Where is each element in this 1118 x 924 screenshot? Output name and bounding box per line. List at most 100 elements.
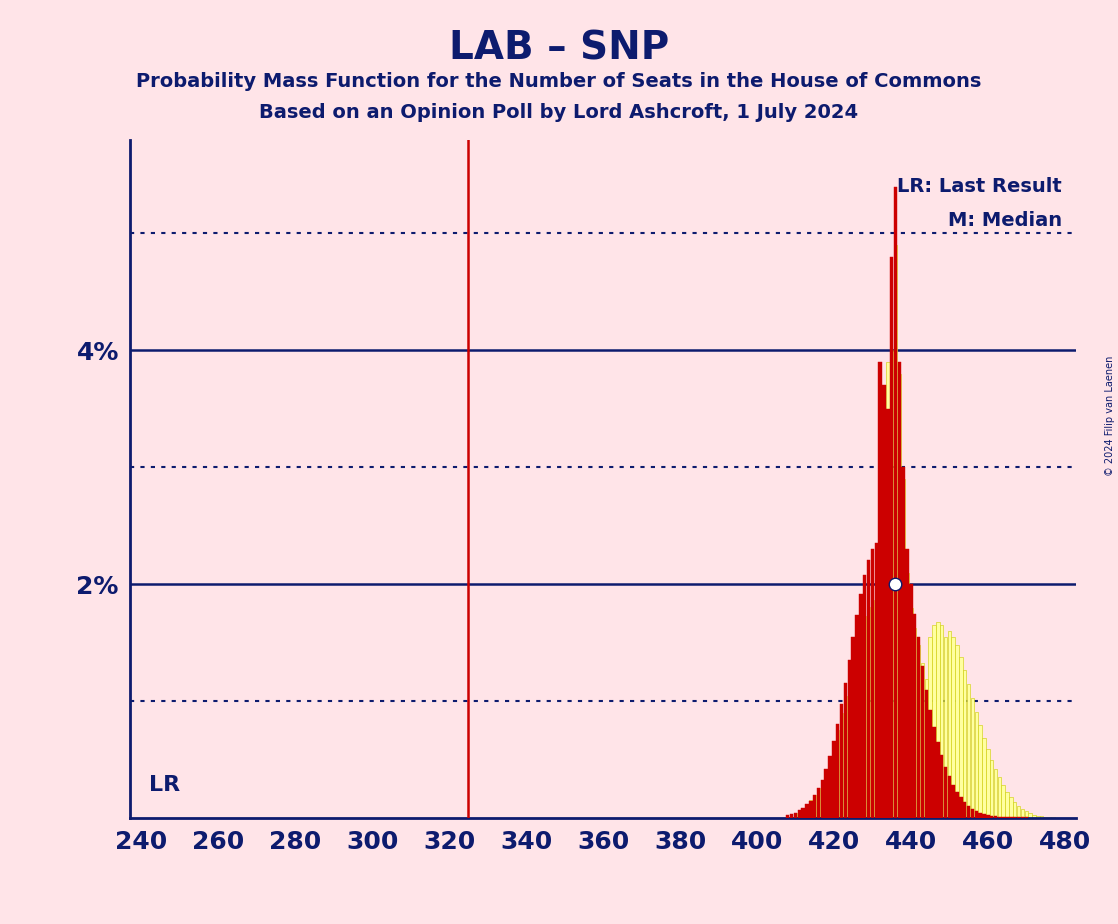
Bar <box>940 755 944 819</box>
Bar <box>963 802 966 819</box>
Bar <box>944 637 947 819</box>
Bar <box>817 788 821 819</box>
Bar <box>1010 797 1013 819</box>
Bar <box>1005 818 1008 819</box>
Bar <box>948 631 951 819</box>
Bar <box>871 549 874 819</box>
Bar <box>1002 818 1005 819</box>
Bar <box>944 767 947 819</box>
Bar <box>824 771 828 819</box>
Bar <box>1044 818 1048 819</box>
Bar <box>975 712 978 819</box>
Bar <box>794 812 797 819</box>
Bar <box>821 780 824 819</box>
Bar <box>836 723 840 819</box>
Text: M: Median: M: Median <box>948 211 1062 230</box>
Bar <box>898 374 901 819</box>
Bar <box>802 808 805 819</box>
Bar <box>951 637 955 819</box>
Bar <box>821 780 824 819</box>
Bar <box>866 607 870 819</box>
Bar <box>1013 818 1016 819</box>
Bar <box>882 604 885 819</box>
Bar <box>847 661 851 819</box>
Bar <box>1017 806 1021 819</box>
Bar <box>866 560 870 819</box>
Bar <box>832 745 835 819</box>
Bar <box>1029 812 1032 819</box>
Bar <box>906 549 909 819</box>
Bar <box>855 644 859 819</box>
Bar <box>887 409 890 819</box>
Bar <box>955 792 959 819</box>
Bar <box>1021 818 1024 819</box>
Bar <box>978 812 982 819</box>
Bar <box>1005 792 1008 819</box>
Bar <box>970 809 974 819</box>
Bar <box>906 573 909 819</box>
Bar <box>932 727 936 819</box>
Bar <box>959 797 963 819</box>
Bar <box>898 362 901 819</box>
Bar <box>890 350 893 819</box>
Bar <box>909 584 912 819</box>
Bar <box>983 737 986 819</box>
Bar <box>975 811 978 819</box>
Bar <box>994 770 997 819</box>
Bar <box>859 594 863 819</box>
Bar <box>936 742 939 819</box>
Bar <box>805 805 808 819</box>
Text: Probability Mass Function for the Number of Seats in the House of Commons: Probability Mass Function for the Number… <box>136 72 982 91</box>
Bar <box>948 776 951 819</box>
Bar <box>901 480 904 819</box>
Bar <box>890 257 893 819</box>
Bar <box>936 622 939 819</box>
Bar <box>997 777 1001 819</box>
Bar <box>809 801 813 819</box>
Bar <box>1040 816 1043 819</box>
Bar <box>893 245 898 819</box>
Bar <box>1024 811 1027 819</box>
Bar <box>847 678 851 819</box>
Bar <box>928 637 931 819</box>
Bar <box>893 187 898 819</box>
Bar <box>917 645 920 819</box>
Bar <box>967 806 970 819</box>
Bar <box>928 710 931 819</box>
Bar <box>978 724 982 819</box>
Bar <box>986 749 989 819</box>
Bar <box>994 816 997 819</box>
Bar <box>797 810 800 819</box>
Bar <box>802 808 805 819</box>
Bar <box>809 800 813 819</box>
Bar <box>983 814 986 819</box>
Bar <box>1010 818 1013 819</box>
Bar <box>855 614 859 819</box>
Bar <box>794 812 797 819</box>
Bar <box>986 815 989 819</box>
Bar <box>970 698 974 819</box>
Bar <box>879 599 882 819</box>
Bar <box>844 683 847 819</box>
Bar <box>840 704 843 819</box>
Bar <box>786 815 789 819</box>
Bar <box>989 816 994 819</box>
Bar <box>997 818 1001 819</box>
Bar <box>828 757 832 819</box>
Bar <box>989 760 994 819</box>
Bar <box>852 661 855 819</box>
Bar <box>913 627 917 819</box>
Text: Based on an Opinion Poll by Lord Ashcroft, 1 July 2024: Based on an Opinion Poll by Lord Ashcrof… <box>259 103 859 123</box>
Bar <box>805 805 808 819</box>
Bar <box>844 696 847 819</box>
Bar <box>832 741 835 819</box>
Bar <box>1032 815 1035 819</box>
Bar <box>863 616 866 819</box>
Bar <box>1017 818 1021 819</box>
Bar <box>951 784 955 819</box>
Bar <box>874 597 878 819</box>
Bar <box>879 362 882 819</box>
Bar <box>836 730 840 819</box>
Bar <box>817 788 821 819</box>
Bar <box>925 679 928 819</box>
